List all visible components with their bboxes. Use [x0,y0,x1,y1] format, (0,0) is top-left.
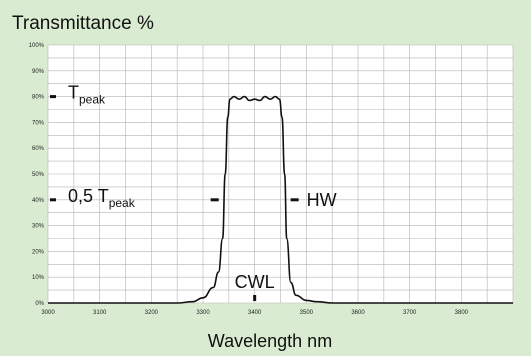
x-tick-label: 3200 [145,310,159,316]
hw-right-marker [290,198,299,202]
x-tick-label: 3500 [300,310,314,316]
half-tpeak-marker [50,198,56,202]
tpeak-label: Tpeak [68,83,106,107]
x-tick-label: 3100 [93,310,107,316]
y-tick-label: 10% [32,275,45,281]
x-tick-label: 3700 [403,310,417,316]
chart-title: Transmittance % [12,13,154,34]
y-tick-label: 60% [32,146,45,152]
y-tick-label: 0% [35,301,44,307]
hw-label: HW [307,190,337,210]
half-tpeak-label: 0,5 Tpeak [68,186,136,210]
cwl-marker [253,295,257,301]
x-tick-label: 3400 [248,310,262,316]
annotations: Tpeak 0,5 Tpeak HW CWL [50,83,337,301]
x-tick-label: 3300 [196,310,210,316]
y-tick-labels: 0% 10% 20% 30% 40% 50% 60% 70% 80% 90% 100% [29,43,45,307]
hw-left-marker [210,198,219,202]
series-group [48,95,513,304]
transmittance-curve [48,95,513,304]
x-tick-label: 3600 [351,310,365,316]
x-axis-label: Wavelength nm [208,331,332,351]
y-tick-label: 80% [32,95,45,101]
y-tick-label: 100% [29,43,45,49]
y-tick-label: 50% [32,172,45,178]
grid [47,44,514,304]
tpeak-marker [50,95,56,99]
y-tick-label: 70% [32,120,45,126]
y-tick-label: 30% [32,224,45,230]
y-tick-label: 40% [32,198,45,204]
y-tick-label: 90% [32,69,45,75]
x-tick-labels: 3000 3100 3200 3300 3400 3500 3600 3700 3800 [41,310,468,316]
y-tick-label: 20% [32,249,45,255]
cwl-label: CWL [235,272,275,292]
x-tick-label: 3000 [41,310,55,316]
x-tick-label: 3800 [455,310,469,316]
